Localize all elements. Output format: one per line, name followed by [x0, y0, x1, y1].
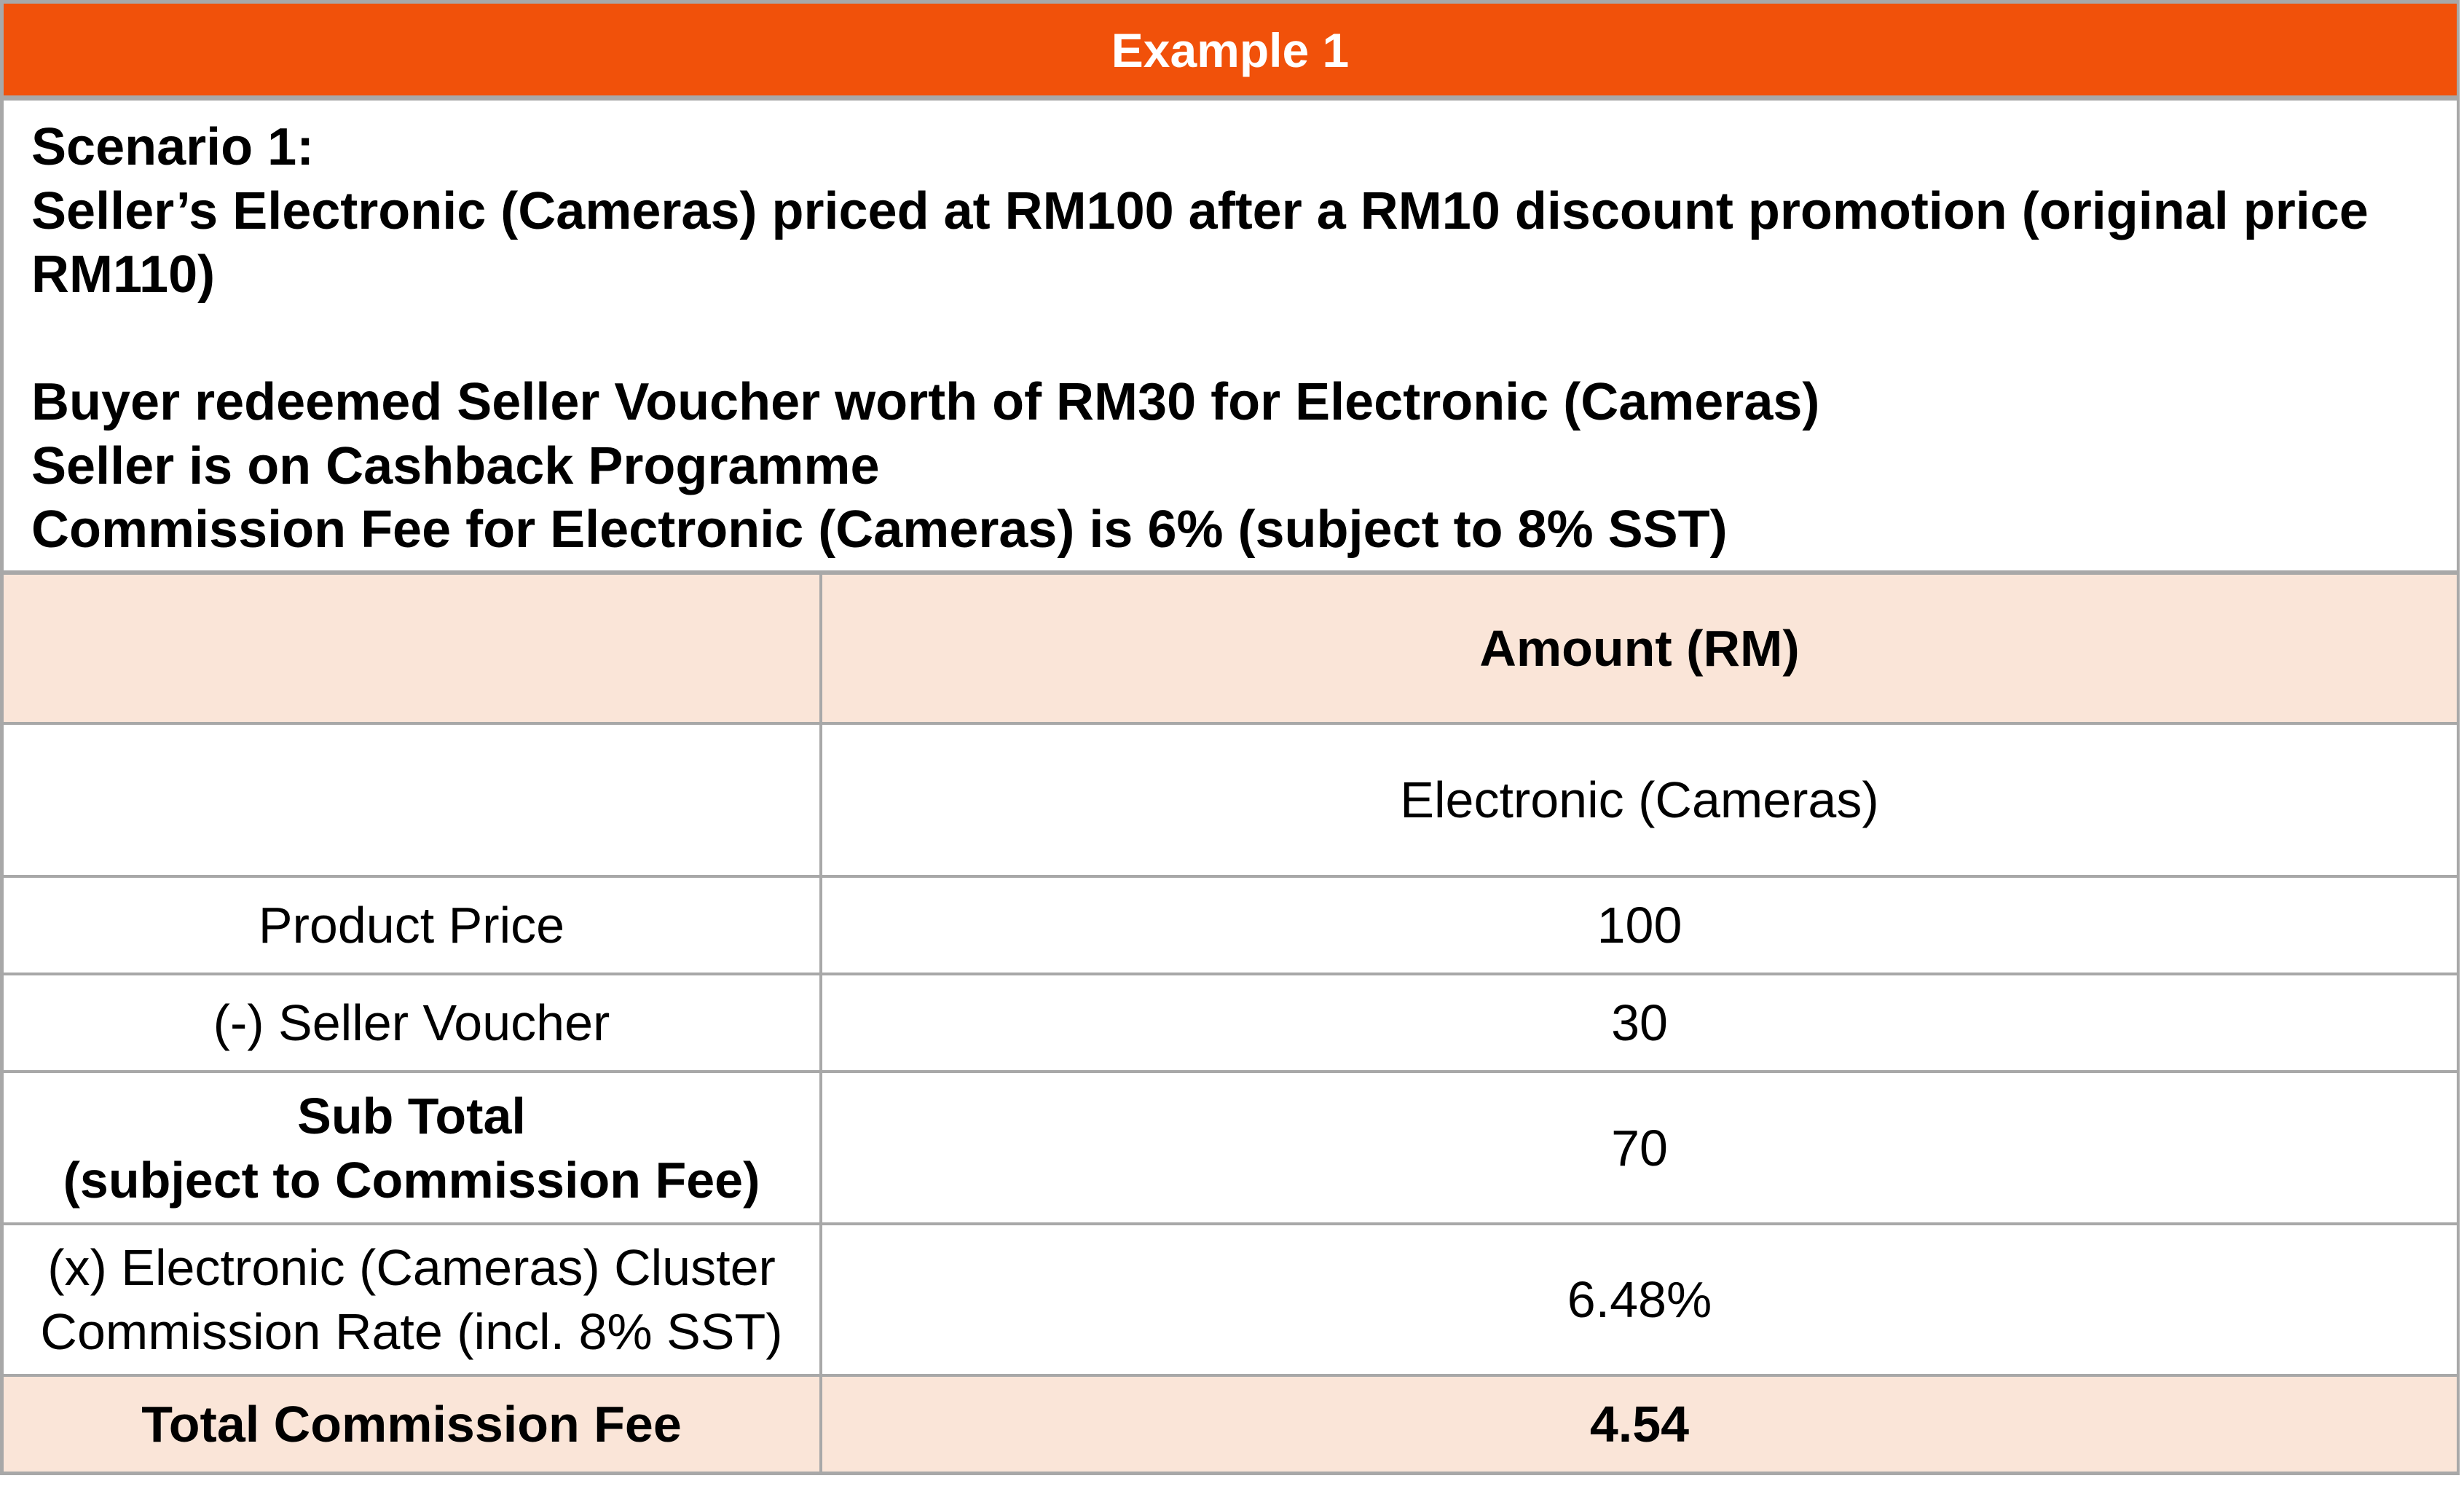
- scenario-heading: Scenario 1:: [31, 118, 315, 176]
- table-title: Example 1: [1111, 23, 1350, 77]
- total-value-cell: 4.54: [822, 1377, 2457, 1472]
- subtotal-label: Sub Total: [297, 1087, 526, 1144]
- divider-title: [0, 95, 2460, 101]
- column-divider: [819, 575, 822, 1472]
- row-value-cell: 30: [822, 975, 2457, 1070]
- divider-price: [0, 973, 2460, 975]
- row-label-cell: Sub Total (subject to Commission Fee): [4, 1073, 819, 1222]
- row-value-cell: 6.48%: [822, 1225, 2457, 1374]
- amount-header-row: Amount (RM): [0, 575, 2460, 722]
- scenario-line-cashback: Seller is on Cashback Programme: [31, 436, 880, 495]
- row-value-cell: 100: [822, 878, 2457, 973]
- divider-header: [0, 722, 2460, 725]
- table-row: Sub Total (subject to Commission Fee) 70: [0, 1073, 2460, 1222]
- divider-rate: [0, 1374, 2460, 1377]
- row-label-cell: (-) Seller Voucher: [4, 975, 819, 1070]
- total-row: Total Commission Fee 4.54: [0, 1377, 2460, 1472]
- header-amount-cell: Amount (RM): [822, 575, 2457, 722]
- row-value-cell: 70: [822, 1073, 2457, 1222]
- scenario-line-voucher: Buyer redeemed Seller Voucher worth of R…: [31, 373, 1820, 431]
- title-cell: Example 1: [4, 4, 2457, 96]
- table-row: (-) Seller Voucher 30: [0, 975, 2460, 1070]
- product-price-value: 100: [1597, 897, 1682, 954]
- commission-rate-sublabel: Commission Rate (incl. 8% SST): [40, 1303, 783, 1360]
- divider-subtotal: [0, 1222, 2460, 1225]
- total-commission-label: Total Commission Fee: [141, 1396, 682, 1453]
- table-row: Product Price 100: [0, 878, 2460, 973]
- product-price-label: Product Price: [258, 897, 565, 954]
- table-row: (x) Electronic (Cameras) Cluster Commiss…: [0, 1225, 2460, 1374]
- scenario-line-price-cont: RM110): [31, 245, 216, 304]
- category-value-cell: Electronic (Cameras): [822, 725, 2457, 875]
- subtotal-sublabel: (subject to Commission Fee): [63, 1151, 760, 1209]
- category-row: Electronic (Cameras): [0, 725, 2460, 875]
- commission-rate-label: (x) Electronic (Cameras) Cluster: [47, 1239, 776, 1296]
- border-bottom: [0, 1472, 2460, 1475]
- scenario-block: Scenario 1: Seller’s Electronic (Cameras…: [4, 100, 2457, 570]
- row-label-cell: (x) Electronic (Cameras) Cluster Commiss…: [4, 1225, 819, 1374]
- divider-category: [0, 875, 2460, 878]
- subtotal-value: 70: [1611, 1119, 1668, 1176]
- scenario-blank-line: [31, 307, 2369, 372]
- scenario-text: Scenario 1: Seller’s Electronic (Cameras…: [31, 116, 2369, 562]
- seller-voucher-label: (-) Seller Voucher: [213, 994, 610, 1051]
- seller-voucher-value: 30: [1611, 994, 1668, 1051]
- scenario-line-commission: Commission Fee for Electronic (Cameras) …: [31, 500, 1728, 559]
- divider-voucher: [0, 1070, 2460, 1073]
- title-bar: Example 1: [0, 4, 2460, 96]
- total-commission-value: 4.54: [1589, 1396, 1690, 1453]
- category-label-cell: [4, 725, 819, 875]
- divider-scenario: [0, 570, 2460, 575]
- header-label-cell: [4, 575, 819, 722]
- border-left: [0, 0, 4, 1475]
- category-name: Electronic (Cameras): [1400, 771, 1879, 828]
- border-top: [0, 0, 2460, 4]
- total-label-cell: Total Commission Fee: [4, 1377, 819, 1472]
- row-label-cell: Product Price: [4, 878, 819, 973]
- amount-header: Amount (RM): [1479, 620, 1800, 677]
- commission-rate-value: 6.48%: [1567, 1271, 1712, 1328]
- border-right: [2457, 0, 2460, 1475]
- scenario-line-price: Seller’s Electronic (Cameras) priced at …: [31, 181, 2369, 240]
